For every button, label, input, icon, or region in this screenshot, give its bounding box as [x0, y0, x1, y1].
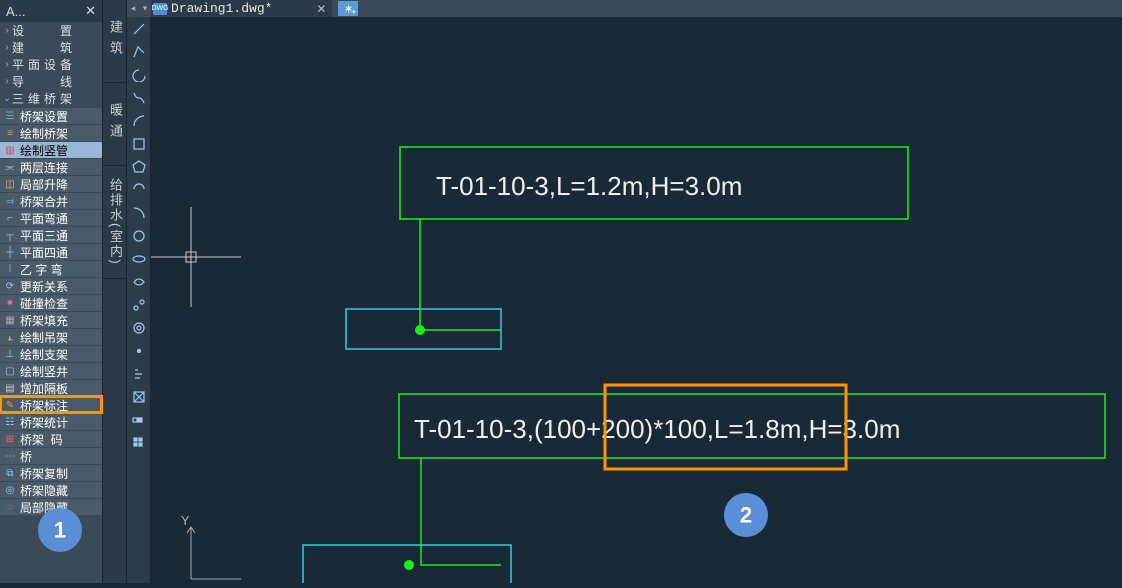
draw-tool[interactable]: [127, 293, 151, 316]
panel-title: A...: [6, 4, 26, 19]
tree-item[interactable]: ›建 筑: [0, 39, 102, 56]
command-item[interactable]: ≡绘制桥架: [0, 124, 102, 141]
draw-tool[interactable]: [127, 201, 151, 224]
category-tree: ›设 置›建 筑›平面设备›导 线⌄三维桥架: [0, 22, 102, 107]
vertical-tab[interactable]: 建筑: [103, 0, 128, 83]
callout-2-dot: [404, 560, 414, 570]
file-tab[interactable]: DWG Drawing1.dwg* ✕: [151, 0, 332, 17]
crosshair-cursor: [151, 207, 241, 307]
panel-header: A... ✕: [0, 0, 102, 22]
command-item[interactable]: ⫤桥架合并: [0, 192, 102, 209]
tree-item[interactable]: ›导 线: [0, 73, 102, 90]
badge-2-label: 2: [740, 503, 752, 528]
command-item[interactable]: ⊥绘制支架: [0, 345, 102, 362]
vertical-tab-strip: 建筑暖通给排水(室内): [103, 0, 127, 583]
command-item[interactable]: ▥绘制竖管: [0, 141, 102, 158]
draw-tool[interactable]: [127, 362, 151, 385]
callout-1-dot: [415, 325, 425, 335]
command-item[interactable]: ⫘两层连接: [0, 158, 102, 175]
draw-tool[interactable]: [127, 109, 151, 132]
command-item[interactable]: ▢绘制竖井: [0, 362, 102, 379]
command-item[interactable]: ▤增加隔板: [0, 379, 102, 396]
ucs-axis-icon: Y: [181, 514, 241, 579]
draw-tool[interactable]: [127, 270, 151, 293]
tree-item[interactable]: ›设 置: [0, 22, 102, 39]
draw-tool[interactable]: [127, 431, 151, 454]
tree-item[interactable]: ⌄三维桥架: [0, 90, 102, 107]
command-item[interactable]: ┼平面四通: [0, 243, 102, 260]
command-item[interactable]: ☷桥架统计: [0, 413, 102, 430]
command-item[interactable]: ◎桥架隐藏: [0, 481, 102, 498]
command-item[interactable]: ⦚乙 字 弯: [0, 260, 102, 277]
draw-tool[interactable]: [127, 178, 151, 201]
command-item[interactable]: ⟳更新关系: [0, 277, 102, 294]
tab-dropdown-icon[interactable]: ▾: [139, 0, 151, 17]
callout-1-leader: [420, 219, 501, 330]
command-item[interactable]: ⊞桥架 码: [0, 430, 102, 447]
axis-y-label: Y: [181, 514, 190, 530]
command-item[interactable]: ⌐平面弯通: [0, 209, 102, 226]
tab-scroll-left-icon[interactable]: ◂: [127, 0, 139, 17]
draw-tool[interactable]: [127, 385, 151, 408]
callout-1-text: T-01-10-3,L=1.2m,H=3.0m: [436, 171, 742, 201]
drawing-canvas[interactable]: T-01-10-3,L=1.2m,H=3.0m T-01-10-3,(100+2…: [151, 17, 1122, 583]
panel-close-icon[interactable]: ✕: [85, 3, 96, 19]
command-item[interactable]: ◫局部升降: [0, 175, 102, 192]
command-item[interactable]: ⧉桥架复制: [0, 464, 102, 481]
draw-tool[interactable]: [127, 132, 151, 155]
draw-tool[interactable]: [127, 316, 151, 339]
command-list: ☰桥架设置≡绘制桥架▥绘制竖管⫘两层连接◫局部升降⫤桥架合并⌐平面弯通┬平面三通…: [0, 107, 102, 515]
document-tab-bar: ◂ ▾ DWG Drawing1.dwg* ✕ ✶: [127, 0, 1122, 17]
draw-tool[interactable]: [127, 339, 151, 362]
callout-2-text: T-01-10-3,(100+200)*100,L=1.8m,H=3.0m: [414, 414, 900, 444]
command-item[interactable]: ┬平面三通: [0, 226, 102, 243]
file-tab-close-icon[interactable]: ✕: [316, 2, 326, 16]
callout-2-leader: [421, 458, 501, 565]
left-panel: A... ✕ ›设 置›建 筑›平面设备›导 线⌄三维桥架 ☰桥架设置≡绘制桥架…: [0, 0, 103, 583]
draw-tool[interactable]: [127, 17, 151, 40]
draw-tool[interactable]: [127, 155, 151, 178]
draw-tool[interactable]: [127, 408, 151, 431]
draw-tool[interactable]: [127, 63, 151, 86]
command-item[interactable]: ⋯桥: [0, 447, 102, 464]
draw-tool-strip: [127, 17, 151, 583]
command-item[interactable]: ▦桥架填充: [0, 311, 102, 328]
dwg-icon: DWG: [153, 3, 167, 15]
command-item[interactable]: ☰桥架设置: [0, 107, 102, 124]
command-item[interactable]: ✷碰撞检查: [0, 294, 102, 311]
tree-item[interactable]: ›平面设备: [0, 56, 102, 73]
draw-tool[interactable]: [127, 247, 151, 270]
file-tab-name: Drawing1.dwg*: [171, 1, 272, 16]
draw-tool[interactable]: [127, 224, 151, 247]
draw-tool[interactable]: [127, 40, 151, 63]
vertical-tab[interactable]: 给排水(室内): [103, 166, 128, 279]
new-tab-button[interactable]: ✶: [338, 1, 358, 16]
command-item[interactable]: ✎桥架标注: [0, 396, 102, 413]
command-item[interactable]: ◌局部隐藏: [0, 498, 102, 515]
draw-tool[interactable]: [127, 86, 151, 109]
vertical-tab[interactable]: 暖通: [103, 83, 128, 166]
command-item[interactable]: ⫠绘制吊架: [0, 328, 102, 345]
